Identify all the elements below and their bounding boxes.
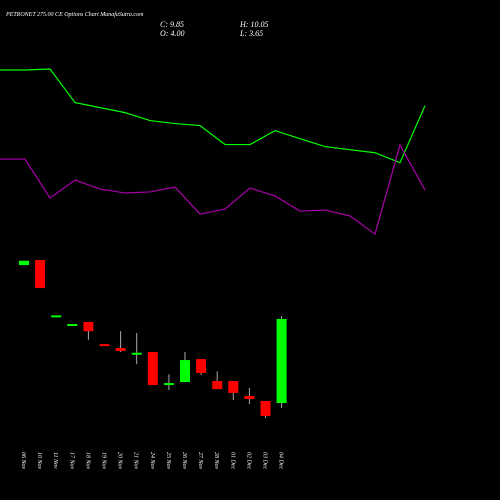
x-tick-label: 03 Dec [262, 452, 268, 469]
x-tick-label: 17 Nov [68, 452, 74, 470]
candle-body [99, 344, 110, 347]
x-tick-label: 01 Dec [229, 452, 235, 469]
x-tick-label: 24 Nov [149, 452, 156, 470]
high-label: H: 10.05 [239, 20, 268, 29]
x-tick-label: 26 Nov [181, 452, 187, 470]
x-tick-label: 20 Nov [117, 452, 123, 470]
x-tick-label: 04 Dec [278, 452, 285, 469]
candle-body [212, 381, 223, 390]
candle-body [67, 323, 78, 326]
candle-body [180, 360, 190, 383]
candle-body [147, 352, 158, 386]
close-label: C: 9.85 [160, 20, 184, 29]
indicator-line [0, 143, 426, 236]
x-tick-label: 02 Dec [245, 452, 251, 469]
candle-body [228, 381, 239, 393]
candle-body [51, 315, 62, 318]
candle-body [244, 395, 255, 399]
indicator-line [0, 68, 426, 164]
x-tick-label: 10 Nov [36, 452, 42, 470]
x-tick-label: 27 Nov [197, 452, 203, 470]
candle-body [131, 352, 142, 355]
low-label: L: 3.65 [239, 29, 263, 38]
candle-body [276, 318, 287, 404]
candle-body [196, 359, 207, 373]
x-tick-label: 21 Nov [133, 452, 139, 470]
candle-body [83, 321, 94, 332]
candle-body [35, 260, 46, 289]
open-label: O: 4.00 [160, 29, 184, 38]
x-tick-label: 19 Nov [101, 452, 107, 470]
candle-body [115, 347, 126, 352]
x-tick-label: 18 Nov [84, 452, 90, 470]
candle-body [19, 260, 29, 266]
x-tick-label: 06 Nov [20, 452, 26, 470]
x-tick-label: 11 Nov [52, 452, 58, 469]
candle-body [260, 401, 271, 416]
chart-title: PETRONET 275.00 CE Options Chart MunafaS… [5, 11, 144, 18]
x-tick-label: 28 Nov [213, 452, 219, 470]
candle-body [163, 383, 174, 386]
x-tick-label: 25 Nov [165, 452, 171, 470]
